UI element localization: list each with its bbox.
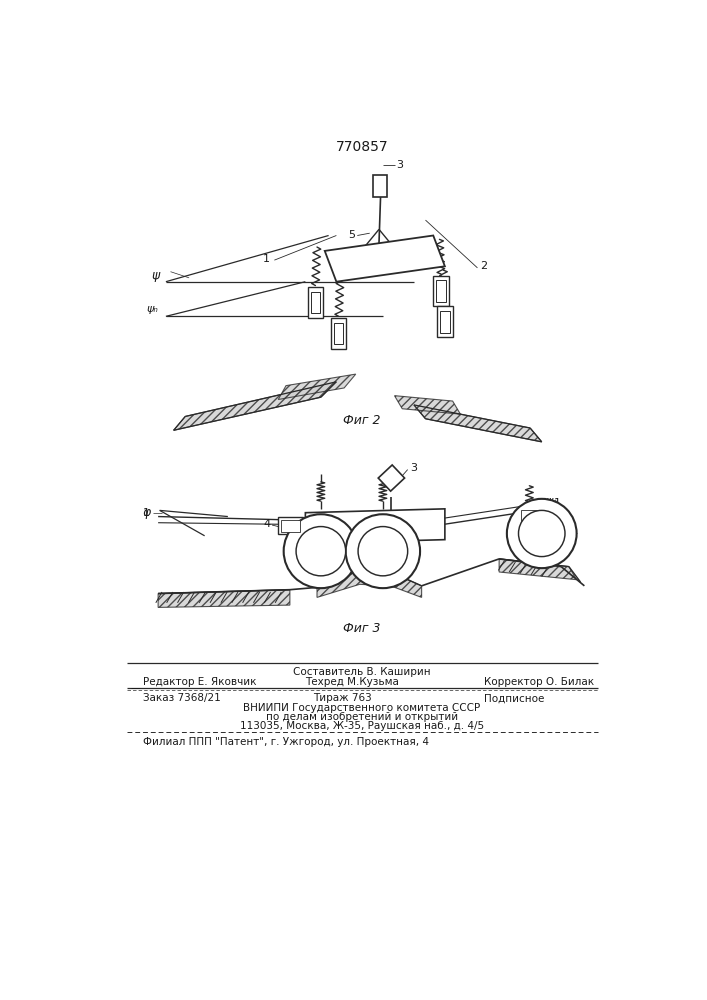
Ellipse shape	[346, 514, 420, 588]
Text: 113035, Москва, Ж-35, Раушская наб., д. 4/5: 113035, Москва, Ж-35, Раушская наб., д. …	[240, 721, 484, 731]
Text: 1: 1	[554, 498, 561, 508]
Bar	[440, 311, 450, 333]
Text: Филиал ППП "Патент", г. Ужгород, ул. Проектная, 4: Филиал ППП "Патент", г. Ужгород, ул. Про…	[143, 737, 428, 747]
Ellipse shape	[284, 514, 358, 588]
Text: 5: 5	[349, 231, 356, 240]
Ellipse shape	[358, 527, 408, 576]
Text: ψ: ψ	[151, 269, 160, 282]
Bar	[521, 510, 538, 522]
Text: Корректор О. Билак: Корректор О. Билак	[484, 677, 594, 687]
Text: Тираж 763: Тираж 763	[313, 693, 372, 703]
Text: φ: φ	[142, 506, 151, 519]
Bar	[311, 292, 320, 313]
Text: ψₙ: ψₙ	[146, 304, 158, 314]
Text: Фиг 2: Фиг 2	[343, 414, 380, 427]
Text: ψₙ: ψₙ	[546, 496, 558, 506]
Text: ВНИИПИ Государственного комитета СССР: ВНИИПИ Государственного комитета СССР	[243, 703, 481, 713]
Bar	[308, 287, 323, 318]
Bar	[331, 318, 346, 349]
Text: Составитель В. Каширин: Составитель В. Каширин	[293, 667, 431, 677]
Polygon shape	[325, 235, 445, 282]
Polygon shape	[499, 559, 577, 580]
Polygon shape	[305, 509, 445, 544]
Text: 3: 3	[396, 160, 403, 170]
Polygon shape	[395, 396, 460, 414]
Ellipse shape	[296, 527, 346, 576]
Text: Фиг 3: Фиг 3	[343, 622, 380, 635]
Bar	[334, 323, 344, 344]
Bar	[518, 507, 540, 524]
Ellipse shape	[518, 510, 565, 557]
Ellipse shape	[507, 499, 577, 568]
Polygon shape	[158, 590, 290, 607]
Bar	[373, 175, 387, 197]
Polygon shape	[174, 382, 337, 430]
Text: 3: 3	[410, 463, 417, 473]
Bar	[437, 306, 452, 337]
Bar	[433, 276, 449, 306]
Text: Заказ 7368/21: Заказ 7368/21	[143, 693, 221, 703]
Polygon shape	[317, 570, 421, 597]
Polygon shape	[279, 374, 356, 400]
Text: 1: 1	[263, 254, 270, 264]
Text: Техред М.Кузьма: Техред М.Кузьма	[305, 677, 399, 687]
Text: —: —	[131, 683, 141, 693]
Bar	[281, 520, 300, 532]
Text: Редактор Е. Яковчик: Редактор Е. Яковчик	[143, 677, 256, 687]
Text: по делам изобретений и открытий: по делам изобретений и открытий	[266, 712, 458, 722]
Text: Подписное: Подписное	[484, 693, 544, 703]
Text: 1: 1	[143, 508, 150, 518]
Text: 4: 4	[263, 519, 270, 529]
Polygon shape	[378, 465, 404, 491]
Polygon shape	[414, 405, 542, 442]
Bar	[436, 280, 445, 302]
Text: 2: 2	[480, 261, 487, 271]
Text: 770857: 770857	[336, 140, 388, 154]
Bar	[279, 517, 303, 534]
